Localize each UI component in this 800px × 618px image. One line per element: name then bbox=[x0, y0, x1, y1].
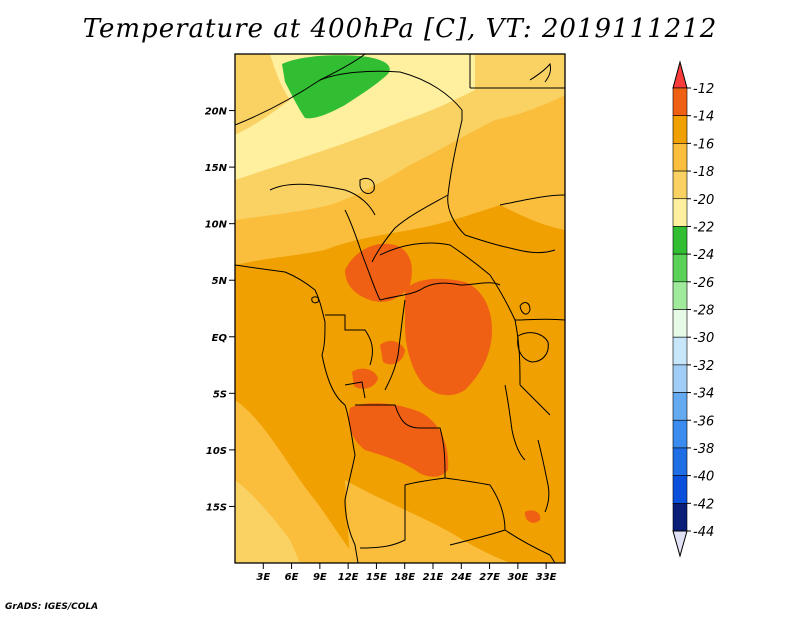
field-warm-core-central bbox=[405, 278, 492, 396]
colorbar-label: -42 bbox=[693, 497, 714, 512]
lon-tick-label: 33E bbox=[536, 572, 557, 583]
field-warm-core-small-c bbox=[524, 510, 541, 523]
field-band-20-18-south bbox=[235, 480, 300, 563]
coastline-west bbox=[235, 264, 359, 563]
colorbar-swatch bbox=[672, 364, 688, 393]
colorbar-swatch bbox=[672, 419, 688, 449]
colorbar-swatch bbox=[672, 309, 688, 338]
colorbar-label: -40 bbox=[693, 470, 714, 485]
red-sea-coast bbox=[529, 62, 551, 83]
colorbar-label: -14 bbox=[693, 110, 714, 125]
colorbar-label: -16 bbox=[693, 137, 714, 152]
lat-tick-label: EQ bbox=[212, 333, 228, 344]
colorbar-label: -18 bbox=[693, 165, 714, 180]
border-east-africa-c bbox=[519, 384, 551, 416]
lon-tick-label: 15E bbox=[366, 572, 387, 583]
colorbar-swatch bbox=[672, 170, 688, 200]
latitude-axis: 20N 15N 10N 5N EQ 5S 10S 15S bbox=[205, 107, 235, 513]
lon-tick-label: 21E bbox=[423, 572, 444, 583]
map-frame bbox=[234, 53, 566, 564]
border-nigeria-cameroon bbox=[344, 209, 381, 301]
border-angola-north bbox=[355, 404, 446, 479]
field-warm-core-west bbox=[345, 243, 412, 302]
border-congo-drc bbox=[384, 299, 406, 391]
colorbar-top-triangle bbox=[672, 60, 688, 89]
colorbar-label: -38 bbox=[693, 442, 714, 457]
colorbar-label: -44 bbox=[693, 525, 714, 540]
temperature-field bbox=[235, 54, 565, 563]
lon-tick-label: 12E bbox=[338, 572, 359, 583]
colorbar-bottom-triangle bbox=[672, 530, 688, 558]
colorbar-label: -26 bbox=[693, 276, 714, 291]
field-band-20-18-nw bbox=[235, 54, 290, 135]
colorbar-swatch bbox=[672, 253, 688, 283]
lon-tick-label: 3E bbox=[256, 572, 270, 583]
field-warm-core-south bbox=[348, 403, 449, 477]
colorbar-swatch bbox=[672, 281, 688, 310]
country-borders bbox=[235, 54, 565, 563]
border-zambia bbox=[444, 477, 506, 546]
border-car-north bbox=[379, 242, 491, 276]
colorbar-swatch bbox=[672, 336, 688, 366]
colorbar-label: -22 bbox=[693, 220, 714, 235]
lon-tick-label: 24E bbox=[451, 572, 472, 583]
lat-tick-label: 5S bbox=[213, 389, 227, 400]
colorbar: -12 -14 -16 -18 -20 -22 -24 -26 -28 -30 -32 -34 -36 -… bbox=[672, 60, 714, 558]
colorbar-label: -30 bbox=[693, 331, 714, 346]
lat-tick-label: 10S bbox=[206, 446, 227, 457]
border-car-south bbox=[379, 282, 501, 301]
border-south-sudan bbox=[464, 234, 556, 254]
map-title: Temperature at 400hPa [C], VT: 201911121… bbox=[82, 14, 718, 44]
colorbar-swatch bbox=[672, 87, 688, 116]
field-cold-core-24-22 bbox=[282, 55, 390, 119]
border-chad-south bbox=[371, 194, 449, 263]
colorbar-swatch bbox=[672, 226, 688, 255]
colorbar-swatch bbox=[672, 503, 688, 532]
grads-credit: GrADS: IGES/COLA bbox=[5, 602, 99, 612]
colorbar-swatch bbox=[672, 115, 688, 144]
lat-tick-label: 10N bbox=[205, 220, 228, 231]
longitude-axis: 3E 6E 9E 12E 15E 18E 21E 24E 27E 30E 33E bbox=[256, 563, 557, 583]
colorbar-swatch bbox=[672, 475, 688, 504]
border-east-africa-b bbox=[514, 318, 565, 321]
border-sahara-north-a bbox=[235, 54, 366, 126]
lon-tick-label: 27E bbox=[479, 572, 500, 583]
lon-tick-label: 18E bbox=[394, 572, 415, 583]
border-niger-nigeria bbox=[269, 183, 376, 216]
colorbar-swatch bbox=[672, 198, 688, 227]
colorbar-label: -12 bbox=[693, 82, 714, 97]
lake-malawi bbox=[537, 439, 550, 513]
island-bioko bbox=[311, 296, 319, 304]
lake-chad bbox=[359, 177, 375, 194]
border-mozambique bbox=[504, 529, 556, 563]
lake-tanganyika bbox=[504, 384, 526, 461]
colorbar-label: -28 bbox=[693, 304, 714, 319]
border-gabon bbox=[325, 314, 373, 366]
border-cabinda bbox=[344, 381, 366, 399]
colorbar-swatch bbox=[672, 143, 688, 172]
lake-albert bbox=[519, 302, 531, 315]
colorbar-label: -32 bbox=[693, 359, 714, 374]
border-sudan-west bbox=[447, 110, 466, 236]
colorbar-label: -24 bbox=[693, 248, 714, 263]
lat-tick-label: 15N bbox=[205, 163, 228, 174]
lon-tick-label: 6E bbox=[285, 572, 299, 583]
border-ethiopia bbox=[499, 194, 565, 206]
lat-tick-label: 5N bbox=[212, 276, 228, 287]
lake-victoria bbox=[517, 332, 549, 363]
lon-tick-label: 9E bbox=[313, 572, 327, 583]
colorbar-label: -34 bbox=[693, 387, 714, 402]
lat-tick-label: 15S bbox=[206, 502, 227, 513]
border-angola-east bbox=[359, 477, 446, 549]
border-sahara-north-b bbox=[319, 70, 463, 111]
colorbar-label: -20 bbox=[693, 193, 714, 208]
field-band-18-16-southeast bbox=[345, 480, 510, 563]
field-warm-core-small-b bbox=[352, 368, 378, 389]
lat-tick-label: 20N bbox=[205, 107, 228, 118]
colorbar-swatch bbox=[672, 392, 688, 421]
colorbar-label: -36 bbox=[693, 414, 714, 429]
colorbar-swatch bbox=[672, 447, 688, 476]
lon-tick-label: 30E bbox=[507, 572, 528, 583]
